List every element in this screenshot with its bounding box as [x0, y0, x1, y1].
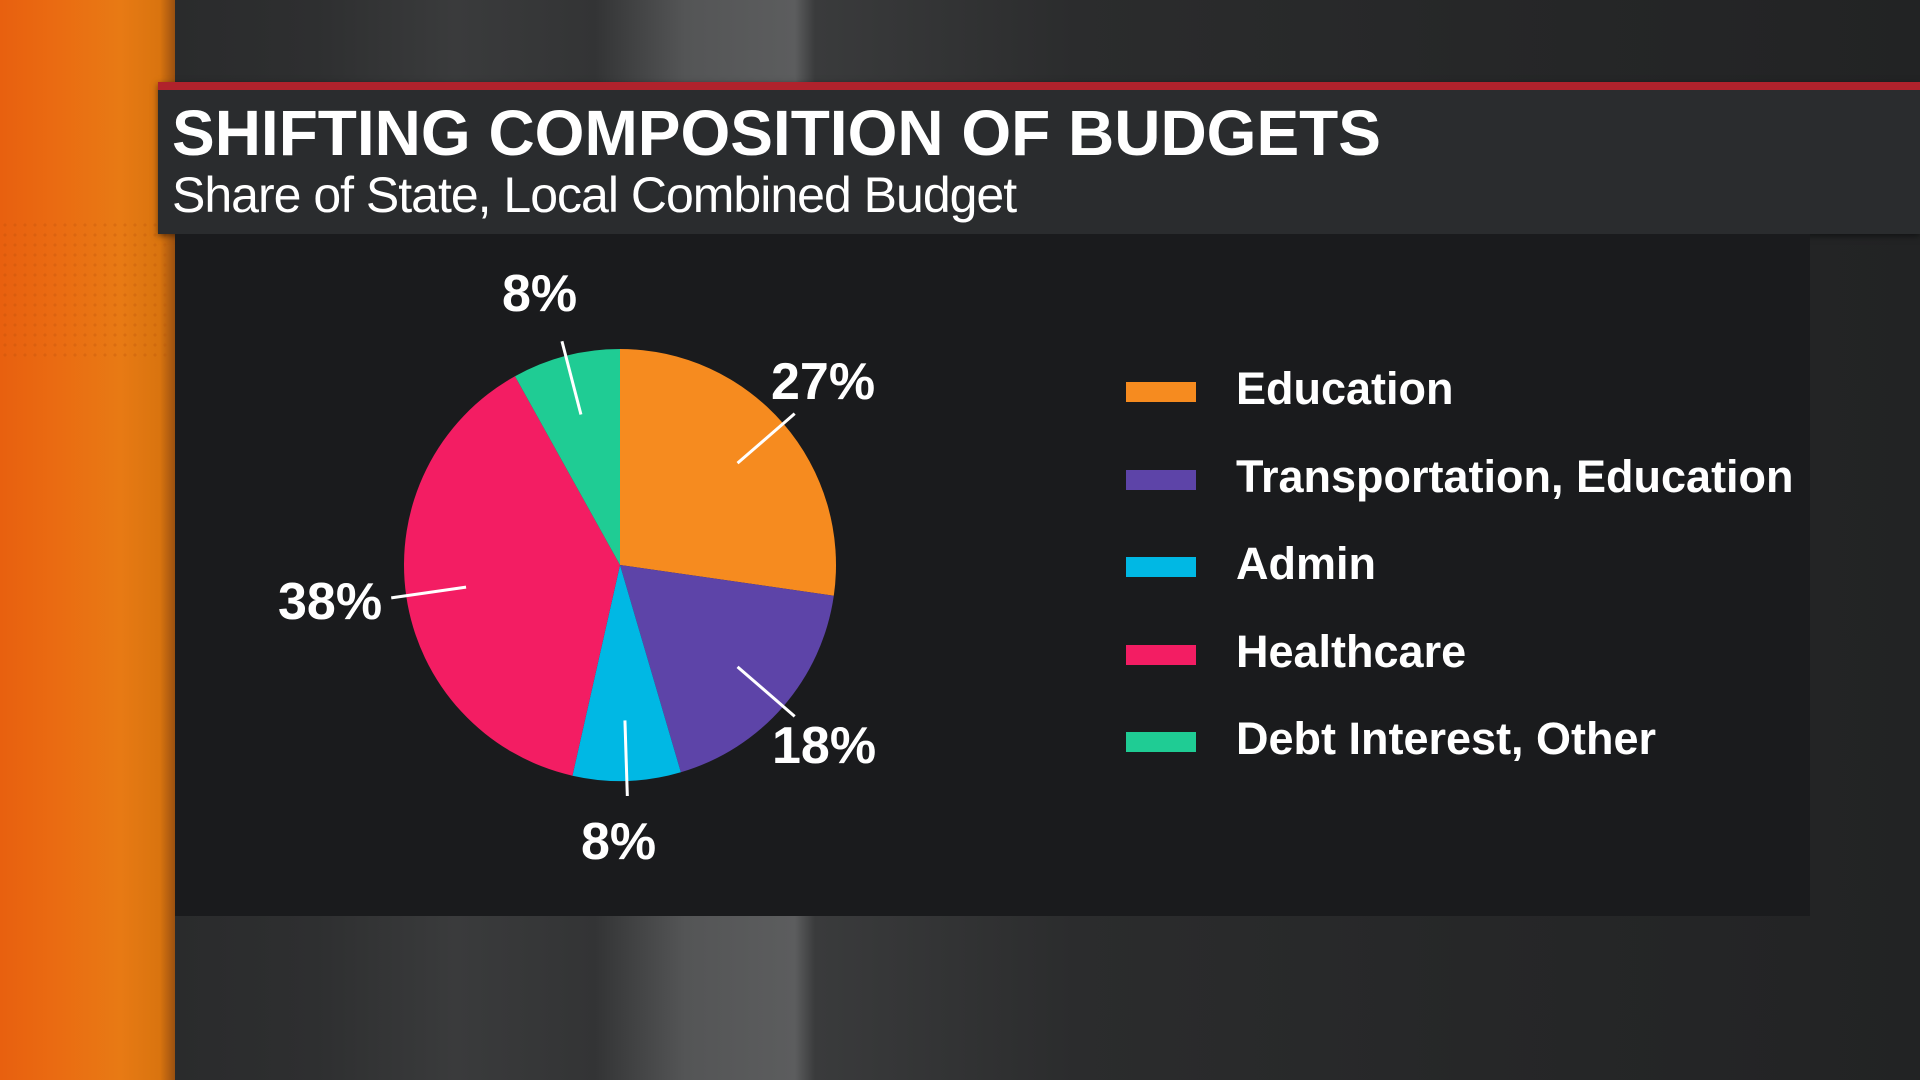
leader-line-transportation — [736, 665, 796, 718]
leader-line-healthcare — [391, 585, 467, 600]
label-healthcare-pct: 38% — [278, 573, 383, 631]
pie-slice-transportation — [620, 565, 834, 773]
chart-title: SHIFTING COMPOSITION OF BUDGETS — [172, 97, 1381, 169]
legend-swatch-transportation — [1126, 470, 1196, 490]
legend-swatch-admin — [1126, 557, 1196, 577]
leader-line-debt — [560, 340, 583, 415]
pie-slice-healthcare — [404, 376, 620, 776]
pie-slice-education — [620, 349, 836, 596]
legend-swatch-debt — [1126, 732, 1196, 752]
chart-panel: 27% 18% 8% 38% 8% Education Transportati… — [175, 234, 1810, 916]
header-accent-line — [158, 82, 1920, 90]
legend-label: Education — [1236, 363, 1454, 414]
leader-line-education — [736, 412, 796, 465]
pie-chart — [391, 340, 836, 797]
chart-header: SHIFTING COMPOSITION OF BUDGETS Share of… — [158, 82, 1920, 234]
orange-side-strip — [0, 0, 175, 1080]
leader-lines — [391, 340, 796, 797]
dot-pattern — [0, 220, 170, 360]
leader-line-admin — [623, 720, 629, 797]
label-education-pct: 27% — [771, 353, 876, 411]
label-admin-pct: 8% — [581, 813, 657, 871]
legend-label: Healthcare — [1236, 626, 1467, 677]
legend-label: Admin — [1236, 538, 1376, 589]
pie-slice-admin — [572, 565, 681, 781]
label-transportation-pct: 18% — [772, 717, 877, 775]
legend-swatch-healthcare — [1126, 645, 1196, 665]
pie-slices — [404, 349, 836, 781]
legend-label: Transportation, Education — [1236, 451, 1794, 502]
legend-swatch-education — [1126, 382, 1196, 402]
legend-label: Debt Interest, Other — [1236, 713, 1657, 764]
chart-subtitle: Share of State, Local Combined Budget — [172, 167, 1017, 223]
label-debt-pct: 8% — [502, 265, 578, 323]
pie-slice-debt — [514, 349, 620, 565]
